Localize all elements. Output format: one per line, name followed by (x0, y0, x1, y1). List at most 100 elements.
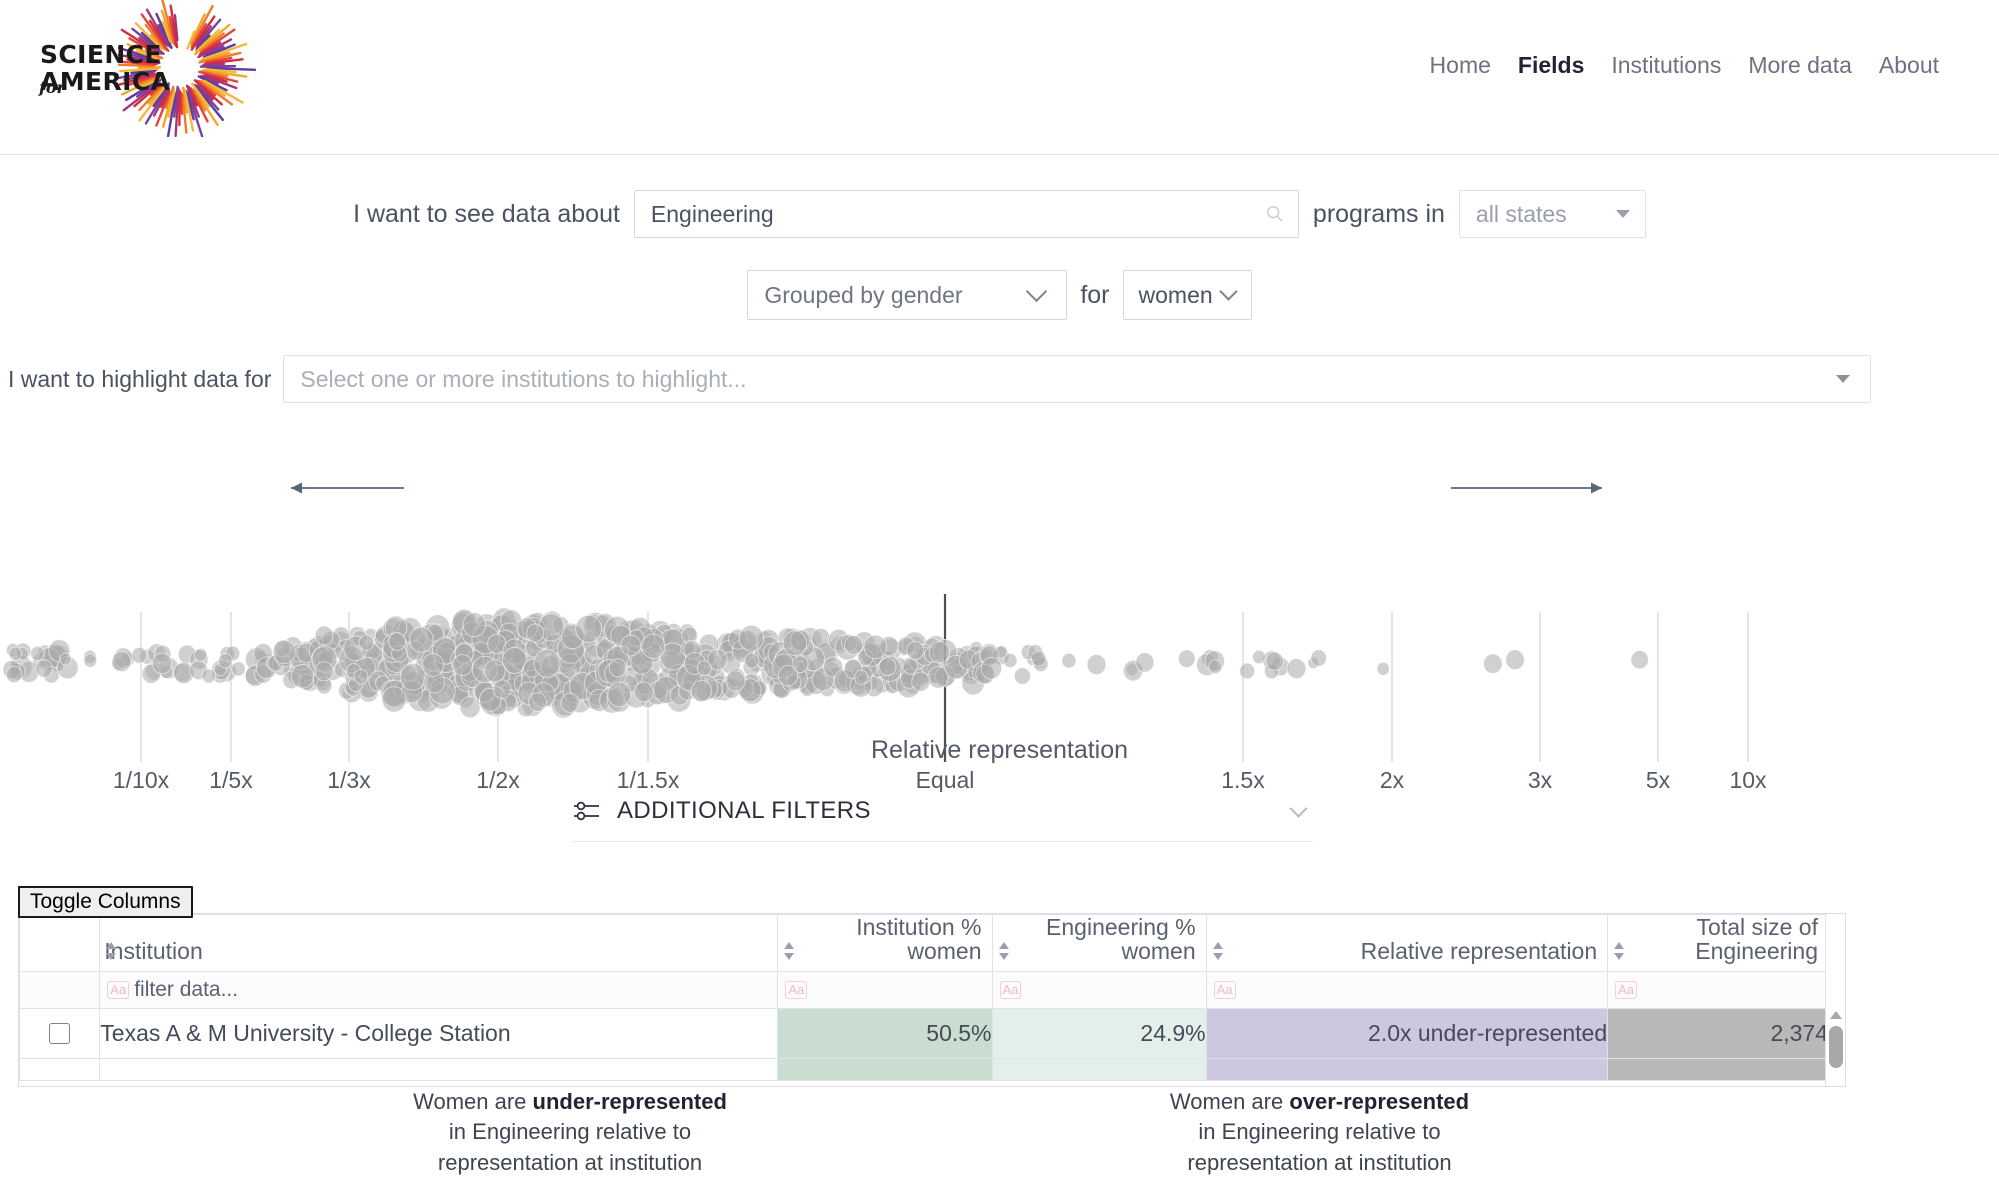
text-filter-icon: Aa (1214, 981, 1236, 999)
svg-text:5x: 5x (1646, 767, 1671, 792)
state-select-value: all states (1476, 201, 1567, 228)
sliders-icon (573, 799, 601, 823)
svg-text:1/5x: 1/5x (209, 767, 253, 792)
data-table: Institution Institution % women Engineer… (19, 914, 1829, 1081)
caret-down-icon (1616, 210, 1630, 218)
row-select-cell[interactable] (20, 1059, 100, 1081)
column-header-relative-representation[interactable]: Relative representation (1206, 915, 1608, 972)
scrollbar-thumb[interactable] (1829, 1026, 1843, 1068)
row-checkbox[interactable] (49, 1023, 70, 1044)
cell-relative-representation (1206, 1059, 1608, 1081)
demographic-select[interactable]: women (1123, 270, 1252, 320)
cell-institution (100, 1059, 778, 1081)
filter-cell-relative-representation[interactable]: Aa (1206, 972, 1608, 1009)
data-table-container: Institution Institution % women Engineer… (18, 913, 1846, 1087)
row-select-cell[interactable] (20, 1009, 100, 1059)
cell-field-pct-women (992, 1059, 1206, 1081)
field-search-input[interactable] (635, 191, 1298, 237)
column-header-select (20, 915, 100, 972)
cell-institution-pct-women (778, 1059, 992, 1081)
cell-institution-pct-women: 50.5% (778, 1009, 992, 1059)
table-row[interactable]: Texas A & M University - College Station… (20, 1009, 1829, 1059)
filter-cell-total-size[interactable]: Aa (1608, 972, 1829, 1009)
cell-total-size (1608, 1059, 1829, 1081)
chevron-down-icon (1289, 799, 1307, 817)
chevron-down-icon (1219, 282, 1237, 300)
svg-text:1/3x: 1/3x (327, 767, 371, 792)
column-header-field-pct-women[interactable]: Engineering % women (992, 915, 1206, 972)
annot-right-line1-normal: Women are (1170, 1089, 1289, 1114)
highlight-institutions-select[interactable]: Select one or more institutions to highl… (283, 355, 1871, 403)
column-header-relative-representation-label: Relative representation (1361, 939, 1598, 963)
sort-arrows-icon (1612, 941, 1626, 961)
x-axis-title: Relative representation (0, 736, 1999, 765)
search-icon (1266, 205, 1284, 223)
toggle-columns-button[interactable]: Toggle Columns (18, 886, 193, 918)
text-filter-icon: Aa (107, 981, 129, 999)
column-header-field-pct-women-label: Engineering % women (993, 915, 1196, 963)
highlight-placeholder: Select one or more institutions to highl… (300, 366, 746, 393)
main-navigation: Home Fields Institutions More data About (1430, 52, 1939, 79)
annot-left-line1-normal: Women are (413, 1089, 532, 1114)
highlight-label: I want to highlight data for (8, 366, 271, 393)
filter-cell-field-pct-women[interactable]: Aa (992, 972, 1206, 1009)
cell-field-pct-women: 24.9% (992, 1009, 1206, 1059)
field-search-box[interactable] (634, 190, 1299, 238)
annot-right-line3: representation at institution (1187, 1150, 1451, 1175)
annotation-over-represented: Women are over-represented in Engineerin… (1162, 1087, 1477, 1178)
grouping-select[interactable]: Grouped by gender (747, 270, 1067, 320)
annot-left-line3: representation at institution (438, 1150, 702, 1175)
logo-wordmark: for SCIENCE AMERICA (40, 42, 170, 94)
table-head: Institution Institution % women Engineer… (20, 915, 1829, 1009)
svg-text:1/10x: 1/10x (113, 767, 170, 792)
nav-item-institutions[interactable]: Institutions (1611, 52, 1721, 79)
chevron-down-icon (1026, 281, 1047, 302)
filter-institution-placeholder: filter data... (134, 978, 238, 1002)
table-header-row: Institution Institution % women Engineer… (20, 915, 1829, 972)
table-row[interactable] (20, 1059, 1829, 1081)
text-filter-icon: Aa (1000, 981, 1022, 999)
annot-right-line2: in Engineering relative to (1198, 1119, 1440, 1144)
table-filter-row: Aa filter data... Aa Aa Aa Aa (20, 972, 1829, 1009)
query-middle-label: programs in (1313, 200, 1445, 229)
svg-text:2x: 2x (1380, 767, 1405, 792)
annot-left-line1-bold: under-represented (533, 1089, 727, 1114)
annot-right-line1-bold: over-represented (1289, 1089, 1469, 1114)
query-row-grouping: Grouped by gender for women (0, 270, 1999, 320)
additional-filters-toggle[interactable]: ADDITIONAL FILTERS (573, 780, 1313, 842)
nav-item-about[interactable]: About (1879, 52, 1939, 79)
annotation-under-represented: Women are under-represented in Engineeri… (404, 1087, 736, 1178)
query-row-field: I want to see data about programs in all… (0, 190, 1999, 238)
sort-arrows-icon (1211, 941, 1225, 961)
column-header-institution-label: Institution (104, 939, 202, 963)
filter-cell-institution-pct-women[interactable]: Aa (778, 972, 992, 1009)
column-header-institution[interactable]: Institution (100, 915, 778, 972)
chart-arrows (291, 483, 1602, 494)
nav-item-home[interactable]: Home (1430, 52, 1491, 79)
nav-item-more-data[interactable]: More data (1748, 52, 1852, 79)
sort-arrows-icon (104, 941, 118, 961)
scroll-up-arrow-icon[interactable] (1830, 1011, 1842, 1019)
column-header-institution-pct-women[interactable]: Institution % women (778, 915, 992, 972)
query-row-highlight: I want to highlight data for Select one … (0, 355, 1999, 403)
additional-filters-label: ADDITIONAL FILTERS (617, 797, 871, 825)
svg-text:10x: 10x (1729, 767, 1767, 792)
query-prefix-label: I want to see data about (353, 200, 620, 229)
demographic-select-value: women (1139, 282, 1213, 309)
logo-for-text: for (39, 80, 65, 96)
cell-institution: Texas A & M University - College Station (100, 1009, 778, 1059)
text-filter-icon: Aa (785, 981, 807, 999)
state-select[interactable]: all states (1459, 190, 1646, 238)
svg-text:3x: 3x (1528, 767, 1553, 792)
filter-cell-institution[interactable]: Aa filter data... (100, 972, 778, 1009)
filter-cell-select (20, 972, 100, 1009)
nav-item-fields[interactable]: Fields (1518, 52, 1584, 79)
sort-arrows-icon (997, 941, 1011, 961)
table-vertical-scrollbar[interactable] (1825, 914, 1845, 1087)
sort-arrows-icon (782, 941, 796, 961)
grouping-select-value: Grouped by gender (764, 282, 962, 309)
chart-points (3, 608, 1648, 718)
site-logo[interactable]: for SCIENCE AMERICA (22, 0, 262, 150)
cell-total-size: 2,374 (1608, 1009, 1829, 1059)
column-header-total-size[interactable]: Total size of Engineering (1608, 915, 1829, 972)
